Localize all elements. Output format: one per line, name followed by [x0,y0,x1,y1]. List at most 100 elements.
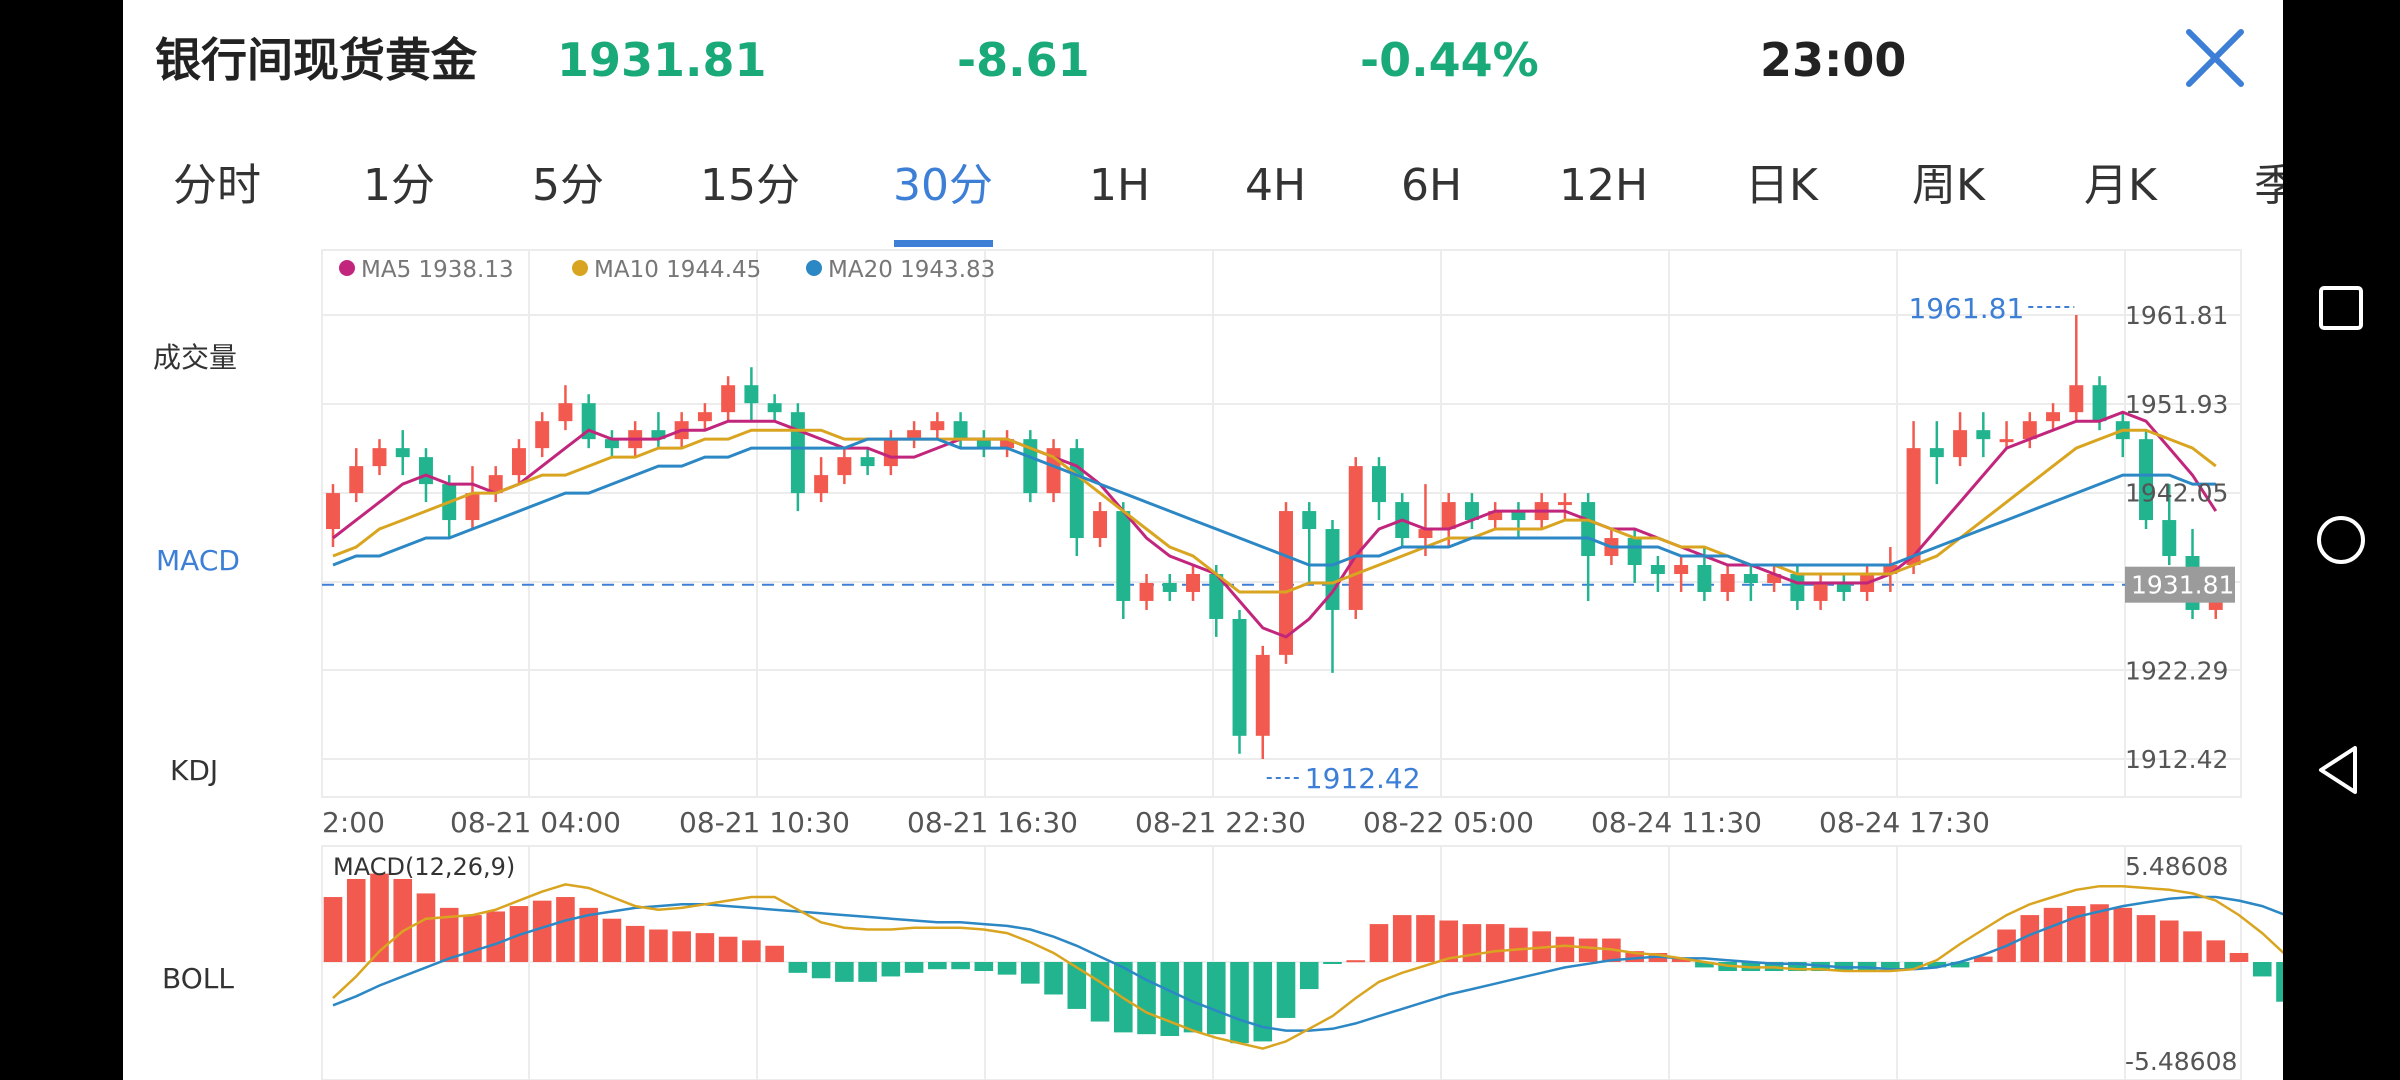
candle-body [1139,582,1154,601]
x-tick-label: 08-21 16:30 [907,806,1078,839]
tab-month[interactable]: 月K [2084,160,2157,211]
macd-histogram-bar [2066,906,2086,962]
candle-body [1372,466,1386,503]
macd-histogram-bar [1183,962,1203,1033]
macd-histogram-bar [881,962,901,977]
macd-histogram-bar [1927,962,1947,968]
macd-histogram-bar [2206,940,2226,962]
ma10-line [332,428,2217,594]
macd-histogram-bar [1509,927,1528,962]
triangle-back-icon[interactable] [2311,740,2371,800]
y-tick-label: 1922.29 [2125,656,2228,685]
tab-6h[interactable]: 6H [1401,160,1463,211]
macd-histogram-bar [718,936,738,962]
tab-1min[interactable]: 1分 [363,160,435,211]
last-price: 1931.81 [557,33,767,87]
candle-body [2092,385,2107,422]
tab-12h[interactable]: 12H [1559,160,1649,211]
candle-body [2139,439,2153,521]
volume-indicator-button[interactable]: 成交量 [153,341,238,374]
tab-1h[interactable]: 1H [1089,160,1151,211]
macd-histogram-bar [1021,962,1040,984]
candle-body [326,493,340,530]
close-icon[interactable] [2183,26,2247,90]
macd-histogram-bar [2090,904,2109,962]
macd-histogram-bar [1485,924,1505,962]
candle-body [1069,448,1084,539]
current-price-tag [2125,566,2235,603]
macd-histogram-bar [1439,920,1459,962]
macd-histogram-bar [1044,962,1063,995]
candle-body [1650,565,1665,574]
macd-dea-line [332,895,2283,1032]
macd-histogram-bar [346,878,366,962]
macd-histogram-bar [904,962,924,973]
macd-histogram-bar [323,897,343,962]
candle-body [837,457,852,476]
tab-4h[interactable]: 4H [1245,160,1307,211]
macd-histogram-bar [1346,960,1366,963]
legend-label: MA20 1943.83 [828,257,995,283]
macd-histogram-bar [2113,907,2133,962]
tab-week[interactable]: 周K [1912,160,1985,211]
macd-histogram-bar [765,945,784,962]
candle-body [953,421,968,440]
macd-histogram-bar [811,962,831,979]
tab-30min[interactable]: 30分 [893,160,993,211]
macd-indicator-button[interactable]: MACD [156,544,240,577]
tab-15min[interactable]: 15分 [700,160,800,211]
ma20-line [332,437,2216,567]
tab-quarter[interactable]: 季 [2254,160,2283,211]
tab-day[interactable]: 日K [1745,160,1818,211]
candle-body [1674,565,1689,574]
macd-title: MACD(12,26,9) [333,853,515,881]
macd-y-tick: -5.48608 [2125,1047,2237,1076]
macd-histogram-bar [2252,962,2272,977]
active-tab-indicator [894,240,993,247]
candle-body [1790,573,1805,601]
macd-histogram-bar [649,929,668,962]
macd-histogram-bar [463,915,482,962]
y-tick-label: 1912.42 [2125,745,2228,774]
macd-histogram-bar [928,962,947,970]
legend-dot [806,260,822,276]
ma5-line [332,410,2218,639]
candle-body [1279,511,1293,655]
candle-body [1511,511,1526,521]
kdj-indicator-button[interactable]: KDJ [170,754,219,787]
candle-body [1976,430,1991,440]
macd-histogram-bar [1067,962,1087,1009]
macd-histogram-bar [788,962,808,973]
candle-body [1929,448,1944,458]
macd-y-tick: 5.48608 [2125,852,2228,881]
tab-5min[interactable]: 5分 [532,160,604,211]
macd-histogram-bar [1578,938,1598,962]
macd-histogram-bar [2229,952,2249,962]
x-tick-label: 08-24 17:30 [1819,806,1990,839]
candle-body [1953,430,1968,458]
chart-canvas[interactable]: MA5 1938.13 MA10 1944.45 MA20 1943.83 1961.… [123,0,2283,1080]
tab-fenshi[interactable]: 分时 [173,160,261,211]
quote-time: 23:00 [1760,33,1907,87]
macd-histogram-bar [1276,962,1296,1018]
macd-histogram-bar [602,918,622,962]
macd-histogram-bar [742,940,761,962]
candle-body [1697,565,1712,592]
candle-body [651,430,666,440]
candle-body [1464,502,1479,521]
macd-histogram-bar [1369,924,1389,962]
macd-histogram-bar [2159,920,2179,962]
macd-dif-line [332,883,2283,1050]
macd-histogram-bar [1974,956,1993,962]
macd-histogram-bar [1462,924,1482,962]
boll-indicator-button[interactable]: BOLL [162,962,234,995]
macd-histogram-bar [1206,962,1226,1035]
circle-icon[interactable] [2311,510,2371,570]
macd-histogram-bar [2276,962,2283,1002]
macd-histogram-bar [1253,962,1273,1042]
candle-body [395,448,410,458]
square-icon[interactable] [2311,278,2371,338]
candle-body [744,385,759,404]
high-price-label: 1961.81 [1908,292,2024,325]
candle-body [1813,582,1828,601]
